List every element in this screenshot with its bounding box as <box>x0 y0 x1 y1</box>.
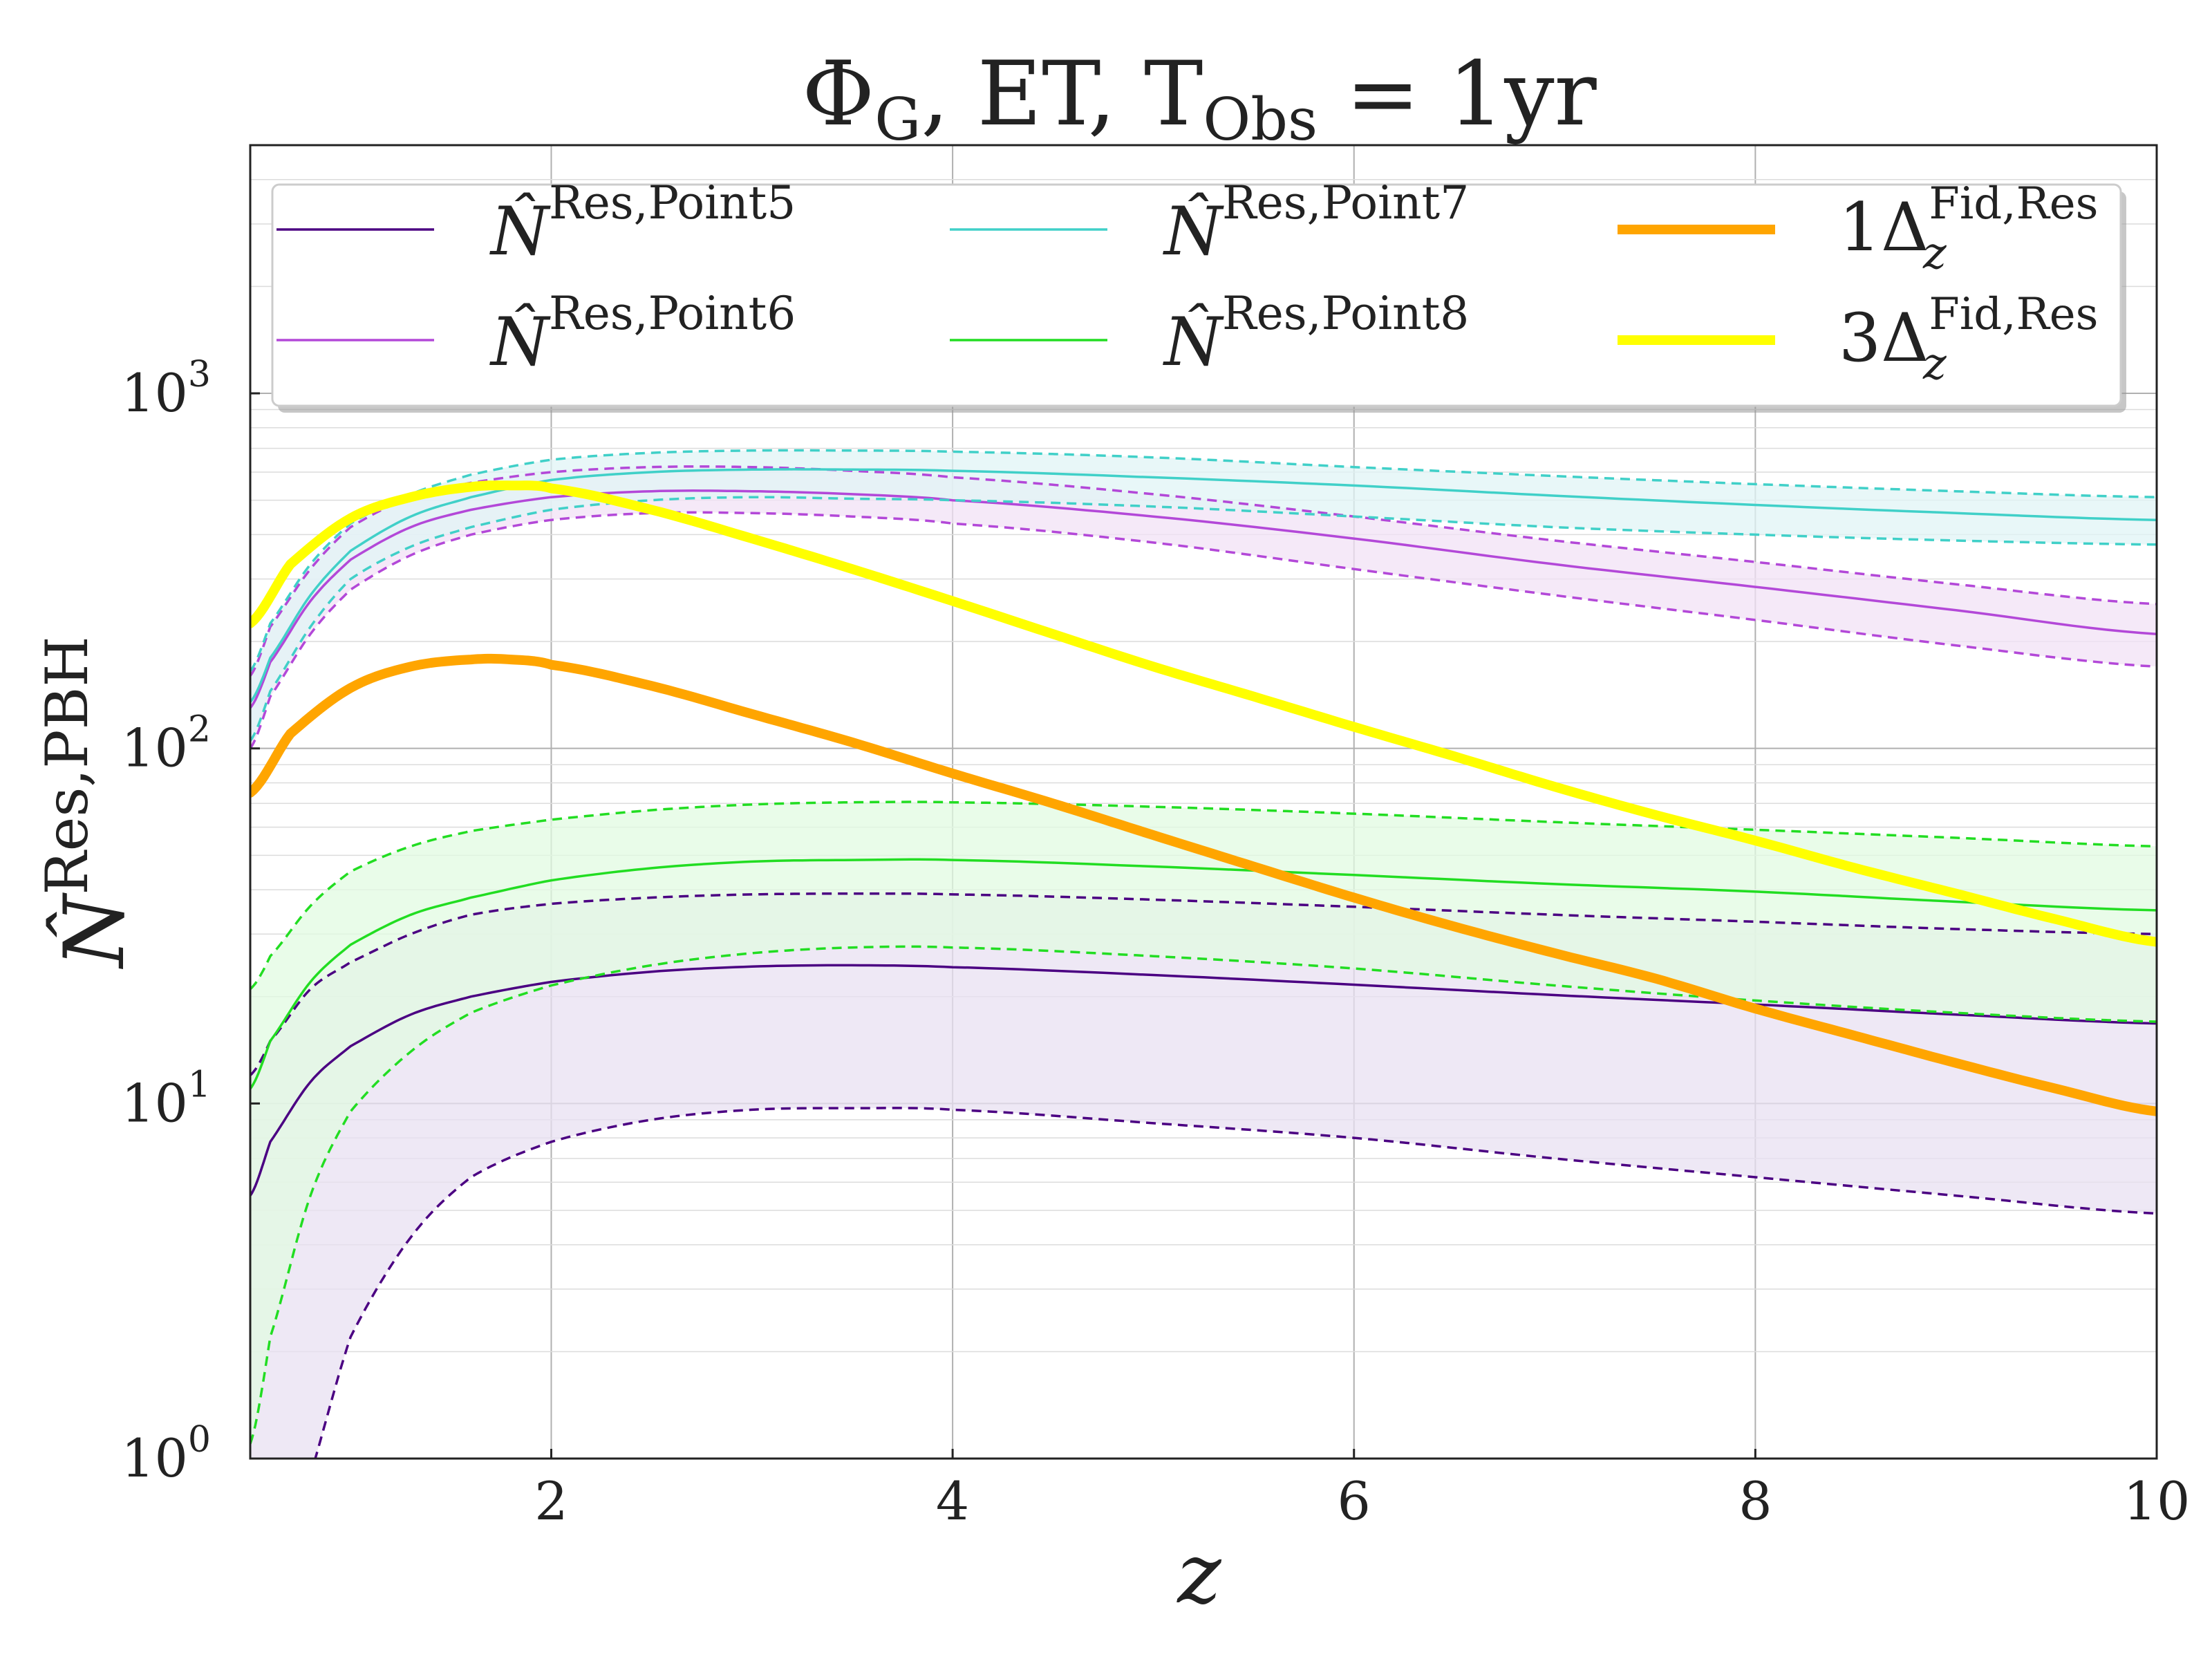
chart-title-t-sub: Obs <box>1203 86 1318 153</box>
plot-frame <box>249 144 2158 1460</box>
legend-label-sup: Res,Point7 <box>1222 176 1469 229</box>
legend-label: N̂Res,Point5 <box>489 176 796 270</box>
x-tick-label: 6 <box>1338 1470 1371 1532</box>
legend-label: N̂Res,Point6 <box>489 287 796 381</box>
chart-title-mid: , ET, T <box>921 43 1203 146</box>
series-center-line <box>250 858 2157 1090</box>
series-upper-line <box>250 449 2157 673</box>
legend-label-base: Δ <box>1881 189 1929 266</box>
legend: N̂Res,Point5N̂Res,Point6N̂Res,Point7N̂Re… <box>271 176 2126 413</box>
legend-label-sup: Fid,Res <box>1929 178 2098 229</box>
y-axis-label: N̂Res,PBH <box>33 636 143 969</box>
y-axis-label-base: N̂ <box>46 892 143 970</box>
band-fill <box>250 450 2157 741</box>
legend-label-base: Δ <box>1881 299 1929 377</box>
legend-label-base: N̂ <box>489 193 551 270</box>
y-tick-label: 101 <box>121 1064 211 1134</box>
y-tick-base: 10 <box>121 1072 188 1134</box>
y-tick-base: 10 <box>121 718 188 779</box>
band-fill <box>250 893 2157 1459</box>
x-tick-label: 4 <box>936 1470 969 1532</box>
legend-item: N̂Res,Point7 <box>950 176 1469 270</box>
legend-label-coef: 3 <box>1839 299 1881 377</box>
legend-label-sup: Res,Point5 <box>549 176 796 229</box>
legend-label: 3ΔFid,Res <box>1839 289 2099 377</box>
legend-label-coef: 1 <box>1839 189 1881 266</box>
y-tick-base: 10 <box>121 1427 188 1489</box>
y-axis-label-sup: Res,PBH <box>33 636 101 894</box>
legend-item: N̂Res,Point8 <box>950 287 1469 381</box>
legend-label: N̂Res,Point8 <box>1163 287 1469 381</box>
legend-label-base: N̂ <box>1163 193 1224 270</box>
y-tick-label: 100 <box>121 1419 211 1489</box>
legend-label-base: N̂ <box>1163 303 1224 381</box>
chart-title: ΦG, ET, TObs = 1yr <box>802 43 1597 153</box>
legend-item: N̂Res,Point6 <box>276 287 796 381</box>
legend-label-sup: Fid,Res <box>1929 289 2098 340</box>
legend-label-sub: z <box>1922 228 1947 279</box>
legend-frame <box>271 183 2122 407</box>
x-tick-label: 2 <box>534 1470 568 1532</box>
legend-label: N̂Res,Point7 <box>1163 176 1469 270</box>
y-tick-base: 10 <box>121 362 188 424</box>
series-center-line <box>250 964 2157 1197</box>
legend-item: N̂Res,Point5 <box>276 176 796 270</box>
y-tick-exponent: 1 <box>188 1064 211 1105</box>
legend-label-sub: z <box>1922 339 1947 390</box>
x-axis-label: z <box>1176 1526 1221 1622</box>
x-tick-label: 10 <box>2124 1470 2191 1532</box>
series-center-line <box>250 489 2157 709</box>
series-lower-line <box>250 511 2157 749</box>
x-tick-label: 8 <box>1738 1470 1772 1532</box>
band-fill <box>250 802 2157 1444</box>
legend-label: 1ΔFid,Res <box>1839 178 2099 266</box>
legend-label-base: N̂ <box>489 303 551 381</box>
series-upper-line <box>250 465 2157 677</box>
chart-title-phi-sub: G <box>874 86 921 153</box>
y-tick-label: 103 <box>121 354 211 424</box>
series-lower-line <box>250 496 2157 742</box>
series-upper-line <box>250 892 2157 1076</box>
chart-title-end: = 1yr <box>1318 43 1597 146</box>
legend-label-sup: Res,Point8 <box>1222 287 1469 340</box>
chart-title-phi: Φ <box>802 43 874 146</box>
plot-area <box>250 449 2157 1459</box>
series-upper-line <box>250 800 2157 991</box>
y-tick-exponent: 0 <box>188 1419 211 1461</box>
series-line <box>250 480 2157 947</box>
legend-label-sup: Res,Point6 <box>549 287 796 340</box>
series-line <box>250 653 2157 1116</box>
series-lower-line <box>314 1107 2157 1459</box>
y-tick-exponent: 3 <box>188 354 211 395</box>
series-lower-line <box>250 945 2157 1445</box>
y-tick-label: 102 <box>121 709 211 779</box>
y-tick-exponent: 2 <box>188 709 211 751</box>
series-center-line <box>250 468 2157 703</box>
